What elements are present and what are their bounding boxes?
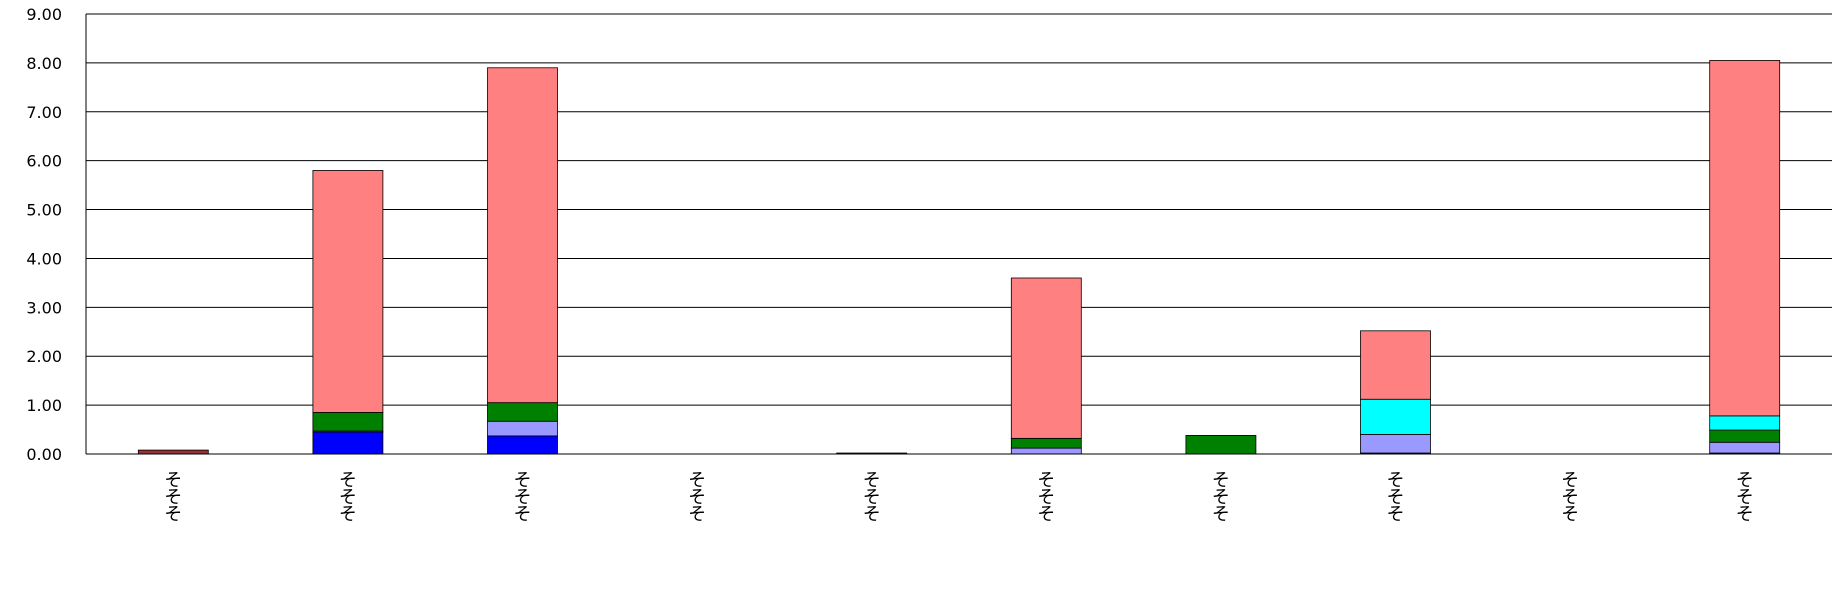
y-tick-label: 8.00 xyxy=(26,54,62,73)
bar-segment xyxy=(1010,447,1082,455)
x-tick-label: そそそ xyxy=(688,470,706,525)
bar-segment xyxy=(487,402,558,422)
y-tick-label: 9.00 xyxy=(26,5,62,24)
bar-segment xyxy=(312,431,384,455)
y-tick-label: 0.00 xyxy=(26,445,62,464)
bar-segment xyxy=(1185,435,1257,455)
y-tick-label: 4.00 xyxy=(26,249,62,268)
bar-segment xyxy=(1709,415,1781,431)
bar-segment xyxy=(1360,330,1431,400)
x-tick-label: そそそ xyxy=(863,470,881,525)
y-tick-label: 3.00 xyxy=(26,298,62,317)
bar-segment xyxy=(312,412,384,432)
y-tick-label: 6.00 xyxy=(26,152,62,171)
bar-segment xyxy=(487,67,558,404)
y-tick-label: 7.00 xyxy=(26,103,62,122)
x-tick-label: そそそ xyxy=(1212,470,1230,525)
bar-segment xyxy=(1709,441,1781,454)
x-tick-label: そそそ xyxy=(514,470,532,525)
bar-segment xyxy=(137,449,209,455)
bar-segment xyxy=(1709,60,1781,417)
bar-segment xyxy=(487,435,558,455)
y-tick-label: 1.00 xyxy=(26,396,62,415)
x-tick-label: そそそ xyxy=(1736,470,1754,525)
axes xyxy=(85,14,1832,455)
x-tick-label: そそそ xyxy=(1387,470,1405,525)
y-tick-label: 5.00 xyxy=(26,201,62,220)
bar-segment xyxy=(1360,398,1431,435)
bar-segment xyxy=(1010,437,1082,449)
tick-labels: 0.00 1.00 2.00 3.00 4.00 5.00 6.00 7.00 8.00 9.00… xyxy=(26,5,1753,525)
bar-segment xyxy=(1010,277,1082,439)
x-tick-label: そそそ xyxy=(339,470,357,525)
x-tick-label: そそそ xyxy=(164,470,182,525)
y-tick-label: 2.00 xyxy=(26,347,62,366)
bar-segment xyxy=(1709,429,1781,443)
bar-segment xyxy=(487,420,558,437)
x-tick-label: そそそ xyxy=(1037,470,1055,525)
bar-segment xyxy=(312,170,384,413)
bars xyxy=(137,60,1781,455)
x-tick-label: そそそ xyxy=(1561,470,1579,525)
bar-segment xyxy=(1360,434,1431,454)
